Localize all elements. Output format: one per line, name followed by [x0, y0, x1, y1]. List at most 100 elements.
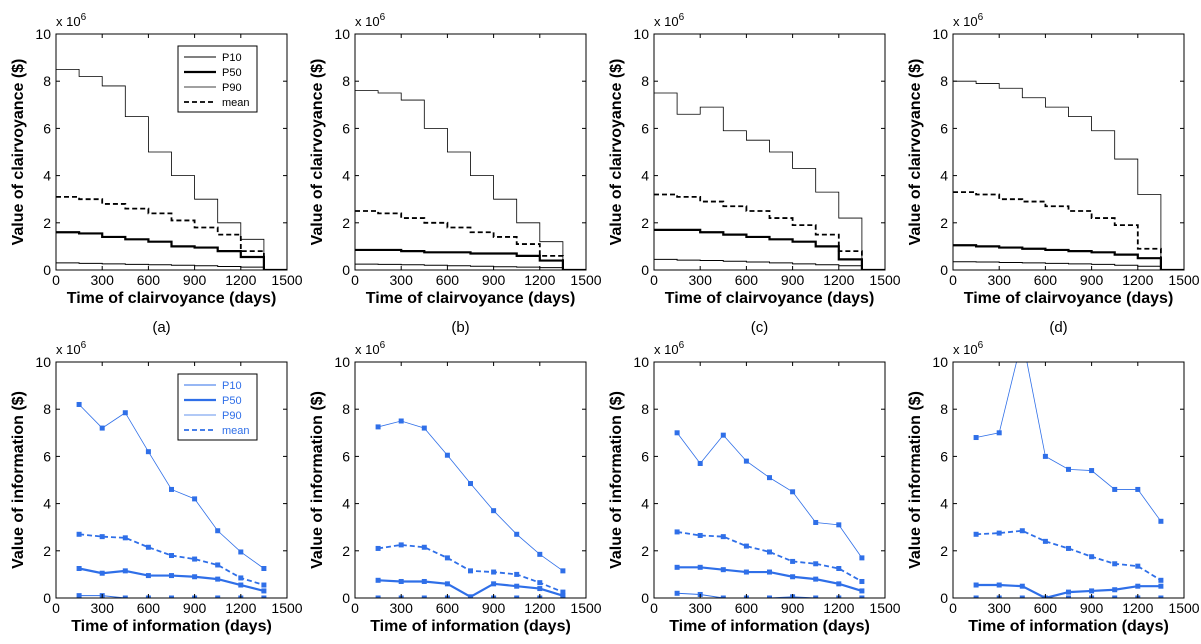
chart-panel-c_top: 0 300 600 900 1200 1500 0 2 4 6 8 10 x 106 Time of cl… [608, 12, 901, 336]
data-point [421, 544, 427, 550]
data-point [1112, 587, 1118, 593]
legend-label-mean: mean [222, 425, 250, 437]
y-axis-label: Value of information ($) [10, 391, 27, 569]
series-line-s3 [654, 193, 885, 270]
x-tick-label: 1500 [1168, 600, 1199, 616]
data-point [421, 578, 427, 584]
y-tick-label: 10 [932, 26, 948, 42]
data-point [421, 595, 427, 598]
x-tick-label: 1200 [1122, 272, 1153, 288]
x-axis-label: Time of information (days) [669, 618, 870, 635]
series-line-s2 [953, 80, 1184, 270]
legend-label-P50: P50 [222, 67, 242, 79]
y-tick-label: 4 [641, 496, 649, 512]
plot-frame [354, 33, 587, 271]
series-line-s3 [355, 210, 586, 270]
data-point [720, 432, 726, 438]
x-tick-label: 0 [949, 600, 957, 616]
y-axis-label: Value of information ($) [907, 391, 924, 569]
x-tick-label: 0 [351, 272, 359, 288]
scale-label: x 106 [56, 340, 87, 357]
data-point [1158, 518, 1164, 524]
x-axis-label: Time of clairvoyance (days) [665, 290, 875, 307]
y-tick-label: 8 [641, 73, 649, 89]
y-tick-label: 0 [43, 262, 51, 278]
y-tick-label: 4 [940, 496, 948, 512]
x-tick-label: 300 [91, 600, 115, 616]
data-point [514, 583, 520, 589]
series-line-P10 [56, 262, 287, 270]
panel-label: (d) [1049, 319, 1067, 336]
x-tick-label: 900 [482, 272, 506, 288]
scale-label: x 106 [654, 340, 685, 357]
data-point [859, 555, 865, 561]
data-point [1042, 538, 1048, 544]
data-point [836, 522, 842, 528]
y-tick-label: 0 [641, 590, 649, 606]
y-tick-label: 4 [342, 168, 350, 184]
x-tick-label: 600 [436, 600, 460, 616]
series-line-s2 [676, 432, 863, 559]
data-point [859, 578, 865, 584]
y-tick-label: 8 [940, 73, 948, 89]
legend-label-P10: P10 [222, 52, 242, 64]
plot-frame [653, 361, 886, 599]
data-point [674, 529, 680, 535]
x-tick-label: 900 [1080, 600, 1104, 616]
x-tick-label: 1200 [225, 272, 256, 288]
y-tick-label: 6 [940, 120, 948, 136]
x-tick-label: 300 [689, 272, 713, 288]
x-axis-label: Time of clairvoyance (days) [67, 290, 277, 307]
series-line-P50 [78, 567, 265, 592]
legend: P10 P50 P90 mean [177, 373, 258, 441]
data-point [813, 595, 819, 598]
data-point [514, 595, 520, 598]
y-tick-label: 8 [43, 401, 51, 417]
data-point [537, 551, 543, 557]
data-point [1112, 595, 1118, 598]
data-point [76, 401, 82, 407]
y-tick-label: 10 [35, 26, 51, 42]
data-point [973, 435, 979, 441]
y-tick-label: 6 [940, 448, 948, 464]
data-point [767, 569, 772, 575]
data-point [169, 595, 174, 598]
series-line-mean [56, 195, 287, 270]
data-point [215, 576, 221, 582]
y-tick-label: 0 [641, 262, 649, 278]
panel-label: (c) [751, 319, 769, 336]
data-point [145, 573, 151, 579]
data-point [973, 582, 979, 588]
scale-label: x 106 [953, 340, 984, 357]
data-point [743, 458, 749, 464]
data-point [1066, 589, 1071, 595]
data-point [996, 530, 1002, 536]
x-tick-label: 600 [735, 600, 759, 616]
x-tick-label: 0 [52, 600, 60, 616]
scale-label: x 106 [654, 12, 685, 29]
y-tick-label: 6 [43, 448, 51, 464]
data-point [1042, 453, 1048, 459]
y-tick-label: 6 [43, 120, 51, 136]
y-tick-label: 2 [342, 215, 350, 231]
data-point [375, 545, 381, 551]
y-axis-label: Value of clairvoyance ($) [907, 59, 924, 246]
data-point [973, 595, 979, 598]
x-tick-label: 1200 [1122, 600, 1153, 616]
data-point [238, 575, 244, 581]
data-point [1158, 583, 1164, 589]
data-point [836, 581, 842, 587]
scale-label: x 106 [56, 12, 87, 29]
data-point [697, 532, 703, 538]
chart-panel-a_top: 0 300 600 900 1200 1500 0 2 4 6 8 10 x 106 Time of cl… [10, 12, 303, 336]
series-group [654, 92, 885, 270]
data-point [169, 553, 174, 559]
data-point [1066, 545, 1071, 551]
data-point [1135, 563, 1141, 569]
x-axis-label: Time of clairvoyance (days) [964, 290, 1174, 307]
data-point [122, 410, 128, 416]
data-point [468, 481, 473, 487]
data-point [790, 574, 796, 580]
data-point [560, 589, 566, 595]
data-point [1089, 468, 1095, 474]
